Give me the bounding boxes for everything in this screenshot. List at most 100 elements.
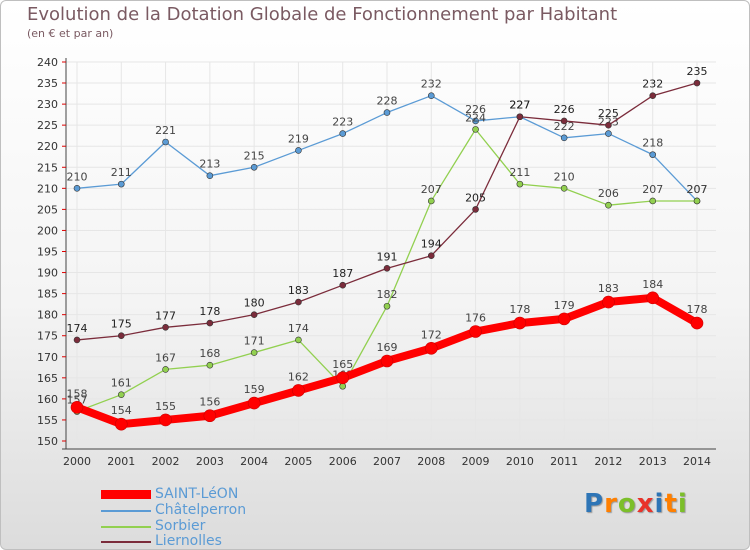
- data-point-2: [516, 180, 524, 188]
- data-point-3: [383, 265, 391, 272]
- data-label-3: 187: [332, 267, 353, 280]
- legend-label-sorbier: Sorbier: [155, 518, 206, 534]
- data-point-3: [427, 252, 435, 260]
- data-point-1: [117, 180, 125, 188]
- x-tick-label: 2003: [196, 455, 224, 468]
- data-point-0: [646, 291, 660, 305]
- data-label-3: 180: [244, 297, 265, 310]
- data-label-2: 167: [155, 351, 176, 364]
- data-label-0: 176: [465, 312, 486, 325]
- logo-letter: i: [654, 489, 665, 519]
- y-tick-label: 220: [37, 140, 58, 153]
- x-tick-label: 2012: [594, 455, 622, 468]
- data-point-0: [70, 401, 84, 414]
- data-label-0: 162: [288, 370, 309, 383]
- data-point-2: [383, 302, 391, 310]
- data-point-2: [162, 366, 169, 373]
- data-point-0: [292, 384, 305, 397]
- data-label-0: 172: [421, 328, 442, 341]
- data-point-3: [516, 113, 524, 121]
- y-tick-label: 155: [37, 414, 58, 427]
- data-label-1: 218: [642, 137, 663, 150]
- y-tick-label: 190: [37, 267, 58, 280]
- data-point-1: [339, 130, 347, 137]
- data-point-3: [73, 336, 81, 344]
- data-label-1: 222: [554, 120, 575, 133]
- data-label-1: 223: [332, 116, 353, 129]
- legend-swatch-chatelperron: [101, 510, 151, 512]
- x-tick-label: 2009: [462, 455, 490, 468]
- data-point-2: [472, 126, 479, 133]
- proxiti-logo: Proxiti: [584, 489, 688, 519]
- x-tick-label: 2010: [506, 455, 534, 468]
- data-point-2: [339, 382, 347, 390]
- logo-letter: i: [677, 489, 688, 519]
- logo-letter: r: [604, 489, 618, 519]
- data-label-1: 219: [288, 132, 309, 145]
- y-tick-label: 165: [37, 372, 58, 385]
- data-point-1: [206, 172, 214, 179]
- data-label-2: 211: [509, 166, 530, 179]
- y-tick-label: 195: [37, 246, 58, 259]
- data-label-3: 205: [465, 191, 486, 204]
- data-label-1: 211: [111, 166, 132, 179]
- x-tick-label: 2013: [639, 455, 667, 468]
- data-point-2: [693, 197, 701, 205]
- data-point-1: [162, 138, 169, 146]
- data-label-3: 178: [199, 305, 220, 318]
- data-label-2: 207: [421, 183, 442, 196]
- y-tick-label: 215: [37, 161, 58, 174]
- legend-swatch-sorbier: [101, 526, 151, 528]
- x-tick-label: 2001: [107, 455, 135, 468]
- data-label-1: 228: [377, 95, 398, 108]
- data-label-2: 182: [377, 288, 398, 301]
- data-point-0: [380, 354, 394, 368]
- y-tick-label: 175: [37, 330, 58, 343]
- data-point-1: [605, 130, 612, 137]
- data-label-3: 191: [377, 250, 398, 263]
- data-label-2: 210: [554, 170, 575, 183]
- y-tick-label: 185: [37, 288, 58, 301]
- data-label-3: 183: [288, 284, 309, 297]
- data-point-3: [472, 206, 479, 213]
- data-point-1: [73, 185, 81, 192]
- legend-label-chatelperron: Châtelperron: [155, 502, 247, 518]
- data-label-0: 154: [111, 404, 132, 417]
- data-point-3: [560, 117, 568, 125]
- data-point-0: [114, 417, 128, 431]
- y-tick-label: 240: [37, 56, 58, 69]
- data-point-0: [690, 316, 704, 330]
- data-label-0: 169: [377, 341, 398, 354]
- data-label-0: 156: [199, 396, 220, 409]
- data-label-0: 183: [598, 282, 619, 295]
- data-point-3: [162, 323, 169, 331]
- data-point-0: [424, 342, 438, 355]
- y-tick-label: 150: [37, 435, 58, 448]
- x-tick-label: 2004: [240, 455, 268, 468]
- y-tick-label: 160: [37, 393, 58, 406]
- data-label-0: 178: [509, 303, 530, 316]
- data-label-1: 207: [687, 183, 708, 196]
- x-tick-label: 2011: [550, 455, 578, 468]
- x-tick-label: 2007: [373, 455, 401, 468]
- y-tick-label: 170: [37, 351, 58, 364]
- x-tick-label: 2008: [417, 455, 445, 468]
- data-point-3: [117, 332, 125, 340]
- data-label-3: 175: [111, 318, 132, 331]
- data-point-2: [605, 201, 612, 209]
- legend-label-liernolles: Liernolles: [155, 533, 222, 549]
- data-point-3: [206, 319, 214, 327]
- data-label-1: 213: [199, 158, 220, 171]
- y-tick-label: 200: [37, 224, 58, 237]
- legend-label-saint-leon: SAINT-LéON: [155, 486, 239, 502]
- data-label-3: 226: [554, 103, 575, 116]
- data-label-0: 165: [332, 358, 353, 371]
- logo-letter: x: [636, 489, 655, 519]
- data-label-3: 227: [509, 99, 530, 112]
- legend-swatch-liernolles: [101, 541, 151, 543]
- data-label-0: 179: [554, 299, 575, 312]
- y-tick-label: 210: [37, 182, 58, 195]
- data-label-3: 225: [598, 107, 619, 120]
- data-label-3: 177: [155, 309, 176, 322]
